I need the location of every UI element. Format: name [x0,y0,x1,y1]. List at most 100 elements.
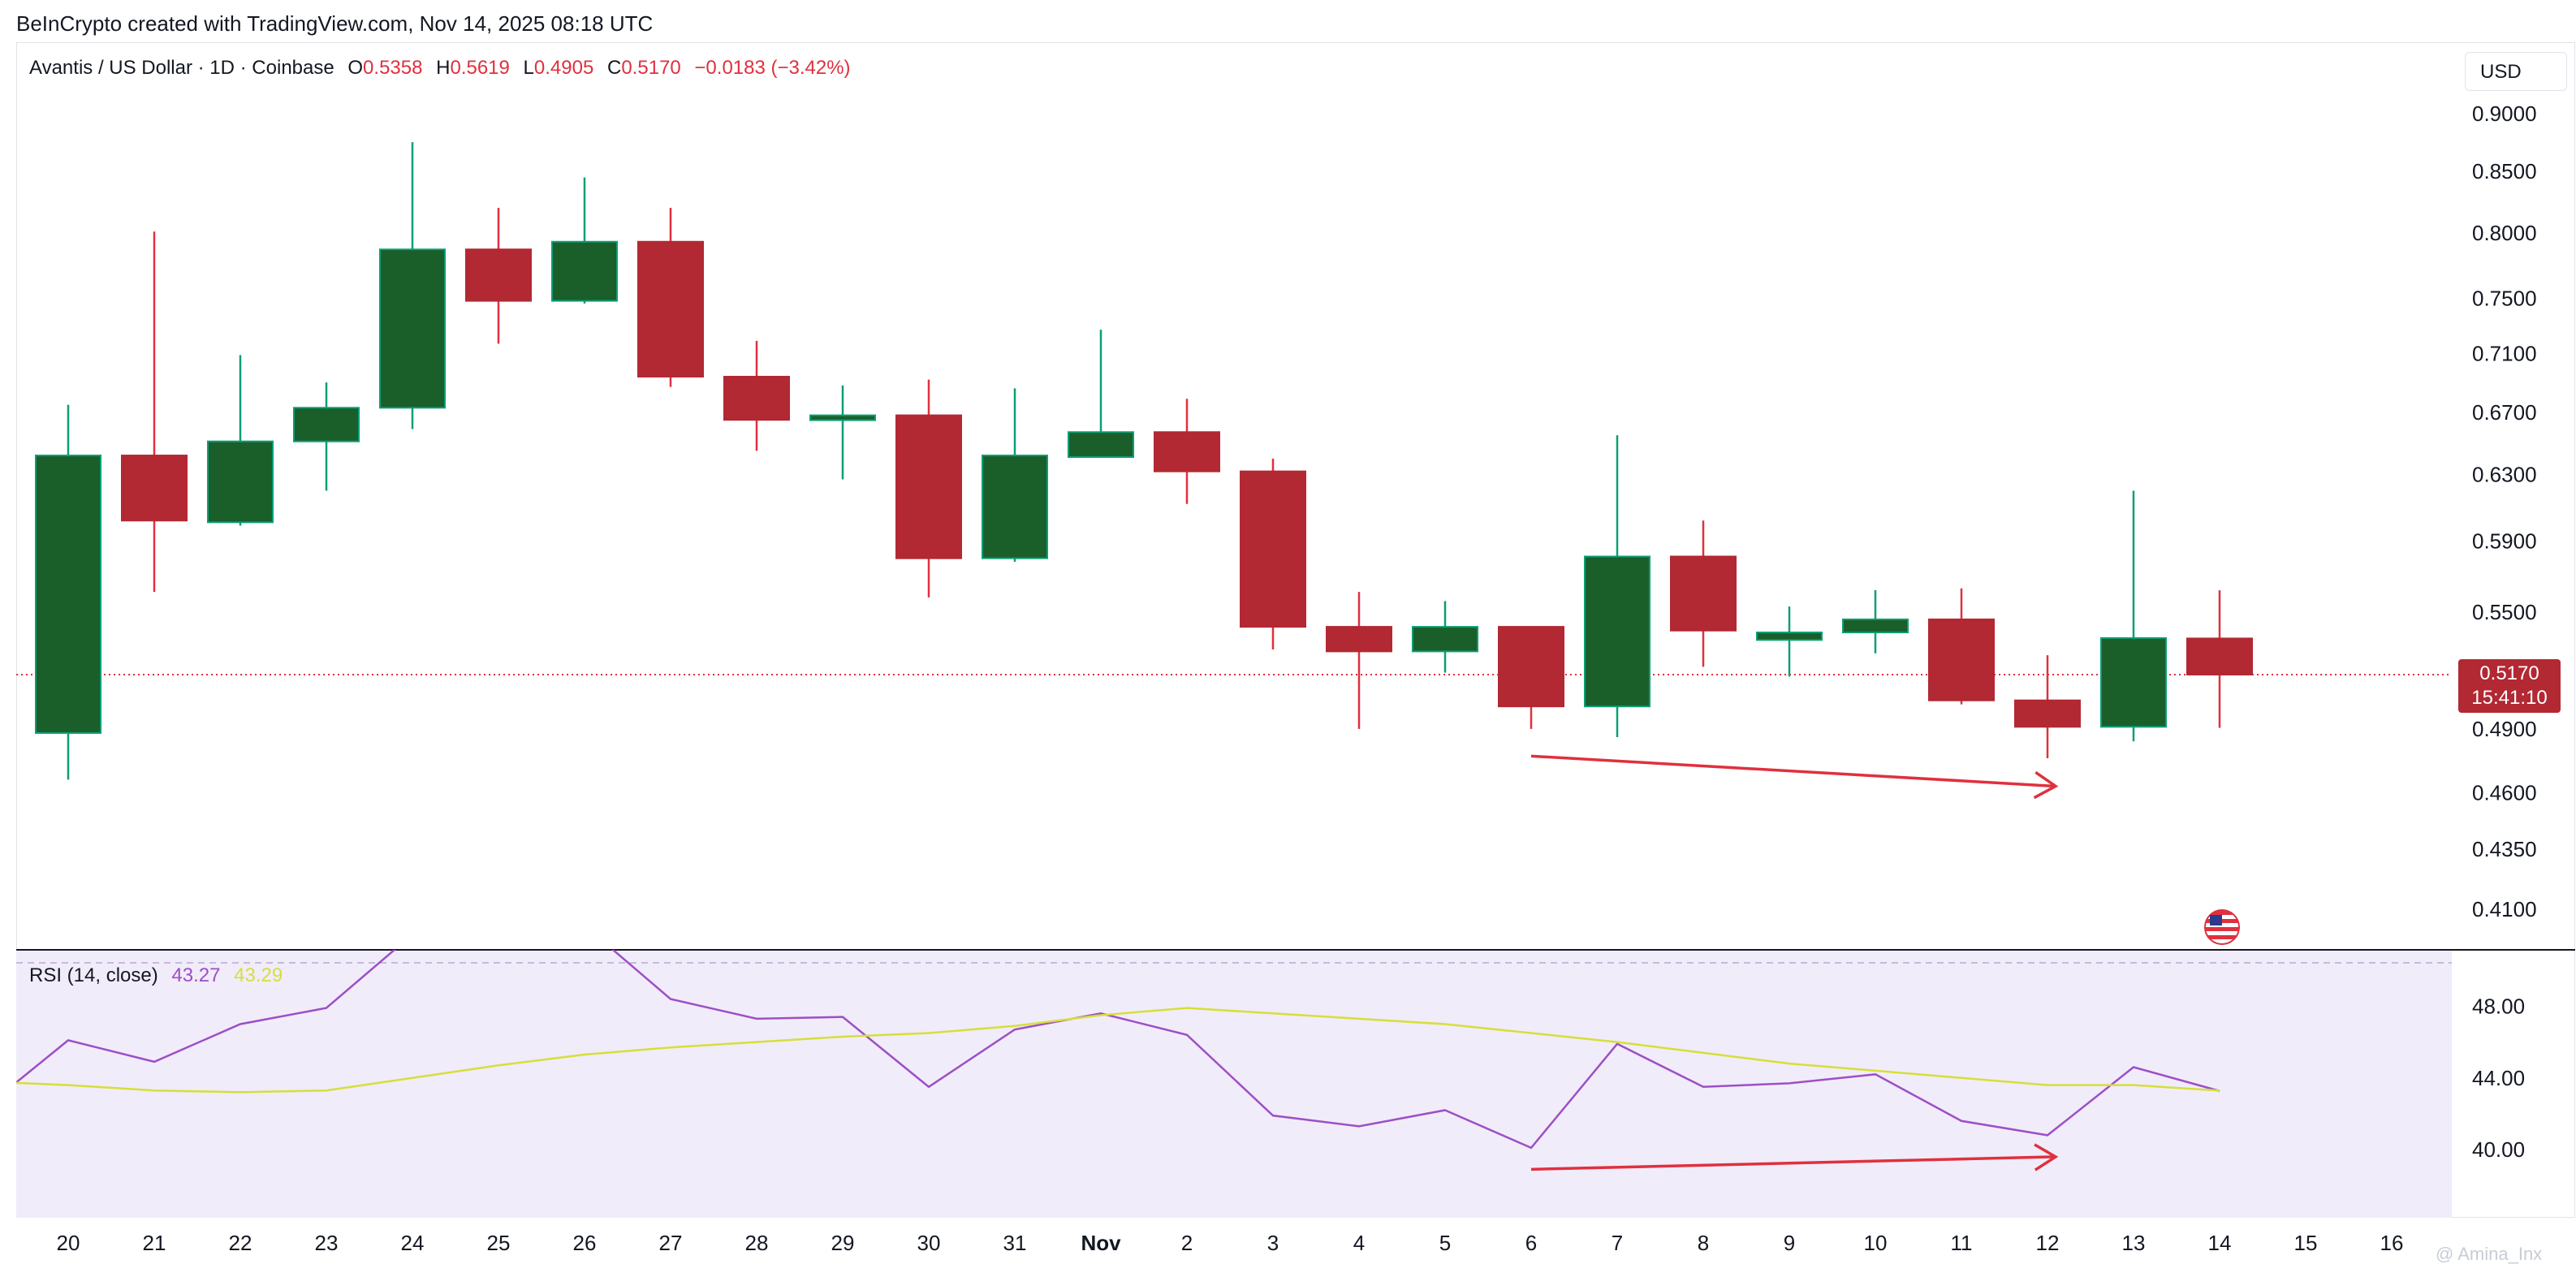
rsi-trend-arrow [1530,1155,2056,1171]
time-axis-label: 29 [831,1231,855,1255]
candle-body [723,375,790,421]
rsi-value: 43.27 [171,964,221,986]
candle-body [895,414,962,559]
price-axis-label: 0.4600 [2472,781,2537,805]
candle-body [207,440,274,524]
price-trend-arrow-head [2033,770,2059,800]
time-axis-label: 20 [57,1231,80,1255]
candle-body [1498,626,1564,708]
rsi-line [16,950,2220,1150]
price-trend-arrow [1530,754,2056,788]
time-axis-label: 26 [573,1231,597,1255]
change-value: −0.0183 (−3.42%) [694,57,851,79]
time-axis-label: 23 [315,1231,339,1255]
rsi-ma-value: 43.29 [234,964,283,986]
time-axis-label: 21 [143,1231,166,1255]
candle-body [1240,470,1306,628]
candle-body [465,248,532,302]
bar-countdown: 15:41:10 [2471,687,2548,709]
price-axis-label: 0.5900 [2472,528,2537,553]
rsi-trend-arrow-head [2034,1143,2059,1171]
time-axis-label: 3 [1267,1231,1279,1255]
low-label: L [523,57,534,79]
price-axis-label: 0.4100 [2472,897,2537,921]
low-value: 0.4905 [533,57,594,79]
price-axis-label: 0.6700 [2472,400,2537,425]
price-axis-label: 0.8500 [2472,159,2537,183]
time-axis-label: 16 [2380,1231,2404,1255]
time-axis-label: 22 [229,1231,252,1255]
price-axis-label: 0.8000 [2472,221,2537,245]
time-axis-label: 28 [745,1231,769,1255]
time-axis-label: 15 [2294,1231,2318,1255]
high-value: 0.5619 [450,57,510,79]
candle-body [1154,431,1220,472]
rsi-title[interactable]: RSI (14, close) [29,964,158,986]
time-axis-label: 6 [1525,1231,1537,1255]
candle-body [1928,618,1995,701]
candle-body [121,455,188,522]
time-axis-label: 27 [659,1231,683,1255]
candle-body [1584,555,1650,708]
rsi-background [16,950,2452,1218]
last-price-value: 0.5170 [2479,662,2539,684]
time-axis-label: Nov [1081,1231,1121,1255]
candle-body [551,240,618,302]
candle-body [1326,626,1392,653]
price-axis-label: 0.7500 [2472,286,2537,310]
time-axis-label: 11 [1951,1231,1973,1255]
time-axis-label: 7 [1612,1231,1623,1255]
time-axis-label: 25 [487,1231,511,1255]
candle-body [2100,636,2167,728]
watermark-text: @ Amina_Inx [2436,1244,2543,1264]
time-axis-label: 5 [1439,1231,1451,1255]
price-axis-label: 0.4900 [2472,717,2537,741]
time-axis-label: 31 [1003,1231,1027,1255]
rsi-legend: RSI (14, close) 43.27 43.29 [29,964,291,987]
time-axis-label: 24 [401,1231,425,1255]
candle-body [293,407,360,442]
open-value: 0.5358 [363,57,423,79]
time-axis-label: 10 [1864,1231,1888,1255]
candle-body [637,240,704,377]
candle-body [35,455,101,734]
time-axis-label: 9 [1784,1231,1795,1255]
last-price-badge: 0.5170 15:41:10 [2458,659,2561,713]
rsi-axis-label: 40.00 [2472,1137,2525,1162]
price-axis-label: 0.9000 [2472,101,2537,126]
candle-body [379,248,446,409]
candle-body [1756,632,1823,641]
main-legend: Avantis / US Dollar · 1D · Coinbase O0.5… [29,57,859,80]
time-axis-label: 12 [2036,1231,2060,1255]
close-label: C [606,57,622,79]
close-value: 0.5170 [621,57,681,79]
currency-selector[interactable]: USD [2465,52,2567,91]
candle-body [982,455,1048,559]
price-axis-label: 0.6300 [2472,463,2537,487]
candle-body [1670,555,1737,632]
price-axis-label: 0.4350 [2472,837,2537,861]
candle-body [2186,637,2253,675]
time-axis-label: 4 [1353,1231,1365,1255]
rsi-ma-line [16,1007,2220,1094]
high-label: H [436,57,451,79]
time-axis-label: 8 [1698,1231,1709,1255]
candle-body [2014,699,2081,728]
chart-credit: BeInCrypto created with TradingView.com,… [16,11,654,36]
candle-body [1842,618,1909,634]
price-axis-label: 0.7100 [2472,342,2537,366]
time-axis-label: 14 [2208,1231,2232,1255]
open-label: O [347,57,364,79]
candle-body [1068,431,1134,458]
time-axis-label: 30 [917,1231,941,1255]
us-flag-icon[interactable] [2204,909,2240,945]
time-axis-label: 13 [2122,1231,2146,1255]
time-axis-label: 2 [1181,1231,1193,1255]
rsi-axis-label: 48.00 [2472,994,2525,1018]
price-axis-label: 0.5500 [2472,600,2537,624]
rsi-axis-label: 44.00 [2472,1066,2525,1090]
candle-body [809,414,876,421]
symbol-title[interactable]: Avantis / US Dollar · 1D · Coinbase [29,57,334,79]
candle-body [1412,626,1478,653]
